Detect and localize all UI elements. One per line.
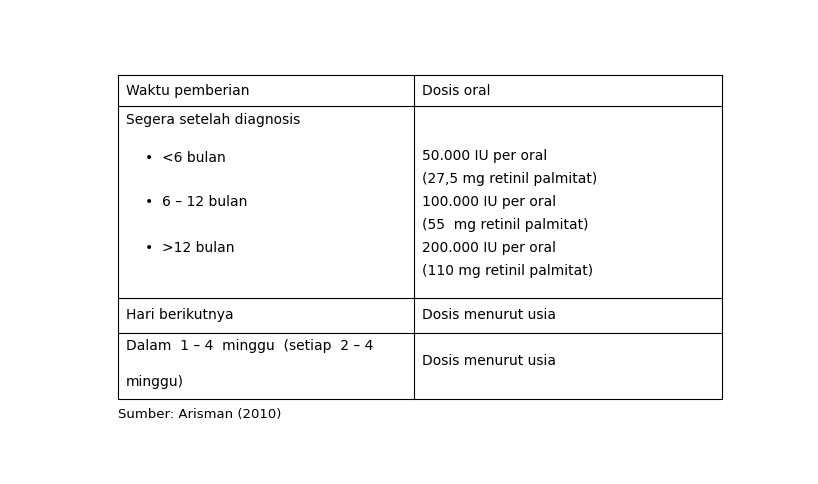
Text: (110 mg retinil palmitat): (110 mg retinil palmitat) — [422, 264, 593, 278]
Text: Dosis oral: Dosis oral — [422, 84, 490, 98]
Text: (27,5 mg retinil palmitat): (27,5 mg retinil palmitat) — [422, 172, 597, 186]
Text: •  >12 bulan: • >12 bulan — [145, 241, 234, 255]
Text: Dosis menurut usia: Dosis menurut usia — [422, 354, 555, 368]
Text: Dosis menurut usia: Dosis menurut usia — [422, 308, 555, 322]
Text: Dalam  1 – 4  minggu  (setiap  2 – 4: Dalam 1 – 4 minggu (setiap 2 – 4 — [126, 339, 373, 353]
Text: 100.000 IU per oral: 100.000 IU per oral — [422, 195, 556, 209]
Text: 200.000 IU per oral: 200.000 IU per oral — [422, 241, 555, 255]
Text: •  <6 bulan: • <6 bulan — [145, 151, 226, 165]
Text: 50.000 IU per oral: 50.000 IU per oral — [422, 149, 547, 163]
Text: •  6 – 12 bulan: • 6 – 12 bulan — [145, 195, 247, 209]
Text: minggu): minggu) — [126, 375, 184, 389]
Text: Segera setelah diagnosis: Segera setelah diagnosis — [126, 113, 300, 127]
Text: Sumber: Arisman (2010): Sumber: Arisman (2010) — [118, 408, 281, 422]
Text: Hari berikutnya: Hari berikutnya — [126, 308, 233, 322]
Text: Waktu pemberian: Waktu pemberian — [126, 84, 249, 98]
Text: (55  mg retinil palmitat): (55 mg retinil palmitat) — [422, 218, 588, 232]
